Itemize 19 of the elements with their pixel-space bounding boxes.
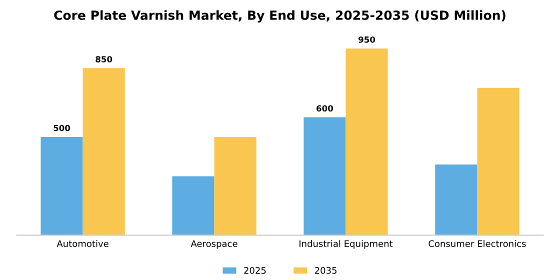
- data-label: 850: [96, 56, 112, 62]
- bar: [435, 164, 478, 236]
- data-label: 500: [54, 124, 70, 132]
- bar: [214, 136, 256, 236]
- x-tick-label: Automotive: [56, 240, 108, 248]
- bar: [477, 88, 520, 236]
- bar: [346, 48, 388, 236]
- bar: [172, 176, 214, 236]
- bar: [40, 136, 83, 236]
- x-tick-label: Consumer Electronics: [428, 240, 526, 248]
- data-label: 950: [358, 36, 376, 43]
- bar: [82, 68, 125, 236]
- bar: [304, 117, 346, 236]
- chart-title: Core Plate Varnish Market, By End Use, 2025-2035 (USD Million): [54, 10, 506, 22]
- data-label: 600: [316, 105, 333, 112]
- x-tick-label: Industrial Equipment: [300, 240, 393, 249]
- legend-label: 2025: [244, 267, 266, 274]
- x-tick-label: Aerospace: [190, 240, 238, 249]
- legend-label: 2035: [314, 267, 336, 274]
